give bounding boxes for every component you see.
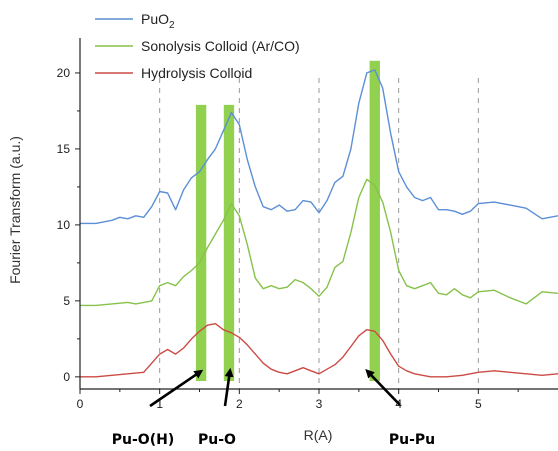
series-line-1 <box>80 69 558 225</box>
ticks: 01234505101520 <box>57 66 519 411</box>
y-tick-label-15: 15 <box>57 142 71 156</box>
annotations: Pu-O(H) Pu-O Pu-Pu <box>112 367 435 448</box>
legend: PuO2 Sonolysis Colloid (Ar/CO) Hydrolysis … <box>95 11 300 81</box>
highlight-band-3 <box>369 60 380 381</box>
y-tick-label-5: 5 <box>63 294 70 308</box>
y-tick-label-10: 10 <box>57 218 71 232</box>
legend-label-3: Hydrolysis Colloid <box>141 65 252 81</box>
highlight-band-2 <box>223 104 235 381</box>
x-tick-label-1: 1 <box>156 397 163 411</box>
y-tick-label-20: 20 <box>57 66 71 80</box>
series-group <box>80 69 558 378</box>
annotation-label-3: Pu-Pu <box>389 432 435 448</box>
series-line-3 <box>80 323 558 378</box>
annotation-label-1: Pu-O(H) <box>112 432 174 448</box>
annotation-arrow-1 <box>149 369 204 408</box>
legend-label-2: Sonolysis Colloid (Ar/CO) <box>141 38 300 54</box>
y-tick-label-0: 0 <box>63 370 70 384</box>
annotation-label-2: Pu-O <box>198 432 236 448</box>
reference-lines <box>159 78 479 389</box>
highlight-bands <box>195 60 380 381</box>
y-axis-title: Fourier Transform (a.u.) <box>7 136 23 284</box>
x-axis-title: R(A) <box>304 427 333 443</box>
x-tick-label-2: 2 <box>236 397 243 411</box>
x-tick-label-3: 3 <box>316 397 323 411</box>
legend-label-1: PuO2 <box>141 11 175 31</box>
x-tick-label-0: 0 <box>77 397 84 411</box>
x-tick-label-5: 5 <box>475 397 482 411</box>
highlight-band-1 <box>195 104 207 381</box>
series-line-2 <box>80 178 558 307</box>
annotation-arrow-3 <box>365 369 401 406</box>
annotation-arrow-2 <box>223 367 234 407</box>
